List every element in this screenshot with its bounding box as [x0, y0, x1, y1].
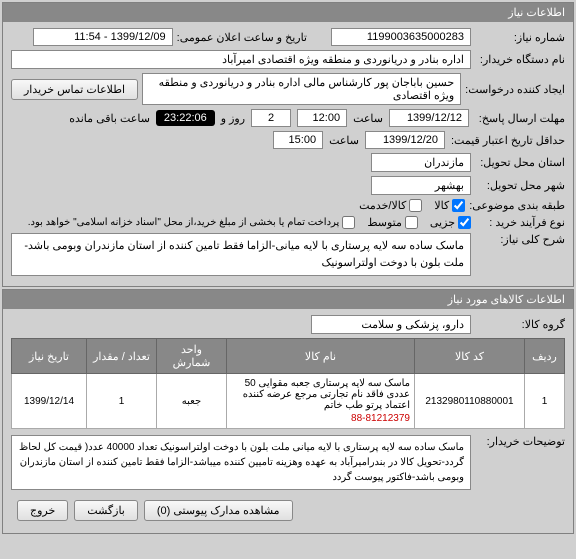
deadline-label: مهلت ارسال پاسخ:	[475, 112, 565, 125]
col-row: ردیف	[525, 339, 565, 374]
table-row[interactable]: 1 2132980110880001 ماسک سه لایه پرستاری …	[12, 374, 565, 429]
cell-date: 1399/12/14	[12, 374, 87, 429]
pt-small-label: جزیی	[430, 216, 455, 229]
col-date: تاریخ نیاز	[12, 339, 87, 374]
col-code: کد کالا	[415, 339, 525, 374]
goods-info-header: اطلاعات کالاهای مورد نیاز	[3, 290, 573, 309]
exit-button[interactable]: خروج	[17, 500, 68, 521]
buyer-org-value: اداره بنادر و دریانوردی و منطقه ویژه اقت…	[11, 50, 471, 69]
buyer-org-label: نام دستگاه خریدار:	[475, 53, 565, 66]
cat-service-label: کالا/خدمت	[359, 199, 406, 212]
col-name: نام کالا	[227, 339, 415, 374]
cat-goods-label: کالا	[434, 199, 449, 212]
province-value: مازندران	[371, 153, 471, 172]
goods-info-panel: اطلاعات کالاهای مورد نیاز گروه کالا: دار…	[2, 289, 574, 534]
pt-note-checkbox[interactable]	[342, 216, 355, 229]
need-no-label: شماره نیاز:	[475, 31, 565, 44]
announce-value: 1399/12/09 - 11:54	[33, 28, 173, 46]
cell-code: 2132980110880001	[415, 374, 525, 429]
category-group: کالا کالا/خدمت	[359, 199, 465, 212]
desc-label: شرح کلی نیاز:	[475, 233, 565, 246]
goods-table: ردیف کد کالا نام کالا واحد شمارش تعداد /…	[11, 338, 565, 429]
pt-small-checkbox[interactable]	[458, 216, 471, 229]
cat-service-item[interactable]: کالا/خدمت	[359, 199, 422, 212]
group-label: گروه کالا:	[475, 318, 565, 331]
time-label-2: ساعت	[329, 134, 359, 147]
time-label-1: ساعت	[353, 112, 383, 125]
city-label: شهر محل تحویل:	[475, 179, 565, 192]
cat-goods-checkbox[interactable]	[452, 199, 465, 212]
desc-text: ماسک ساده سه لایه پرستاری با لایه میانی-…	[11, 233, 471, 276]
cell-phone: 88-81212379	[231, 413, 410, 424]
table-header-row: ردیف کد کالا نام کالا واحد شمارش تعداد /…	[12, 339, 565, 374]
pt-medium-label: متوسط	[367, 216, 402, 229]
creator-value: حسین باباجان پور کارشناس مالی اداره بناد…	[142, 73, 461, 105]
announce-label: تاریخ و ساعت اعلان عمومی:	[177, 31, 307, 44]
deadline-time: 12:00	[297, 109, 347, 127]
deadline-date: 1399/12/12	[389, 109, 469, 127]
buyer-desc-label: توضیحات خریدار:	[475, 435, 565, 448]
cell-name: ماسک سه لایه پرستاری جعبه مقوایی 50 عددی…	[227, 374, 415, 429]
col-qty: تعداد / مقدار	[87, 339, 157, 374]
cell-name-text: ماسک سه لایه پرستاری جعبه مقوایی 50 عددی…	[243, 378, 410, 411]
need-no-value: 1199003635000283	[331, 28, 471, 46]
buyer-desc-text: ماسک ساده سه لایه پرستاری با لایه میانی …	[11, 435, 471, 490]
purchase-type-label: نوع فرآیند خرید :	[475, 216, 565, 229]
cell-idx: 1	[525, 374, 565, 429]
pt-medium-item[interactable]: متوسط	[367, 216, 418, 229]
attachments-button[interactable]: مشاهده مدارک پیوستی (0)	[144, 500, 293, 521]
footer-buttons: مشاهده مدارک پیوستی (0) بازگشت خروج	[11, 494, 565, 527]
back-button[interactable]: بازگشت	[74, 500, 138, 521]
col-unit: واحد شمارش	[157, 339, 227, 374]
days-label: روز و	[221, 112, 245, 125]
pt-medium-checkbox[interactable]	[405, 216, 418, 229]
group-value: دارو، پزشکی و سلامت	[311, 315, 471, 334]
contact-button[interactable]: اطلاعات تماس خریدار	[11, 79, 138, 100]
cat-service-checkbox[interactable]	[409, 199, 422, 212]
creator-label: ایجاد کننده درخواست:	[465, 83, 565, 96]
validity-label: حداقل تاریخ اعتبار قیمت:	[451, 134, 565, 147]
need-info-panel: اطلاعات نیاز شماره نیاز: 119900363500028…	[2, 2, 574, 287]
time-remain-badge: 23:22:06	[156, 110, 215, 126]
pt-small-item[interactable]: جزیی	[430, 216, 471, 229]
remain-label: ساعت باقی مانده	[69, 112, 150, 125]
province-label: استان محل تحویل:	[475, 156, 565, 169]
cell-qty: 1	[87, 374, 157, 429]
cell-unit: جعبه	[157, 374, 227, 429]
validity-date: 1399/12/20	[365, 131, 445, 149]
pt-note-label: پرداخت تمام یا بخشی از مبلغ خرید،از محل …	[28, 217, 340, 228]
purchase-type-group: جزیی متوسط پرداخت تمام یا بخشی از مبلغ خ…	[28, 216, 471, 229]
need-info-header: اطلاعات نیاز	[3, 3, 573, 22]
days-remain: 2	[251, 109, 291, 127]
validity-time: 15:00	[273, 131, 323, 149]
city-value: بهشهر	[371, 176, 471, 195]
category-label: طبقه بندی موضوعی:	[469, 199, 565, 212]
pt-note-item[interactable]: پرداخت تمام یا بخشی از مبلغ خرید،از محل …	[28, 216, 356, 229]
cat-goods-item[interactable]: کالا	[434, 199, 465, 212]
